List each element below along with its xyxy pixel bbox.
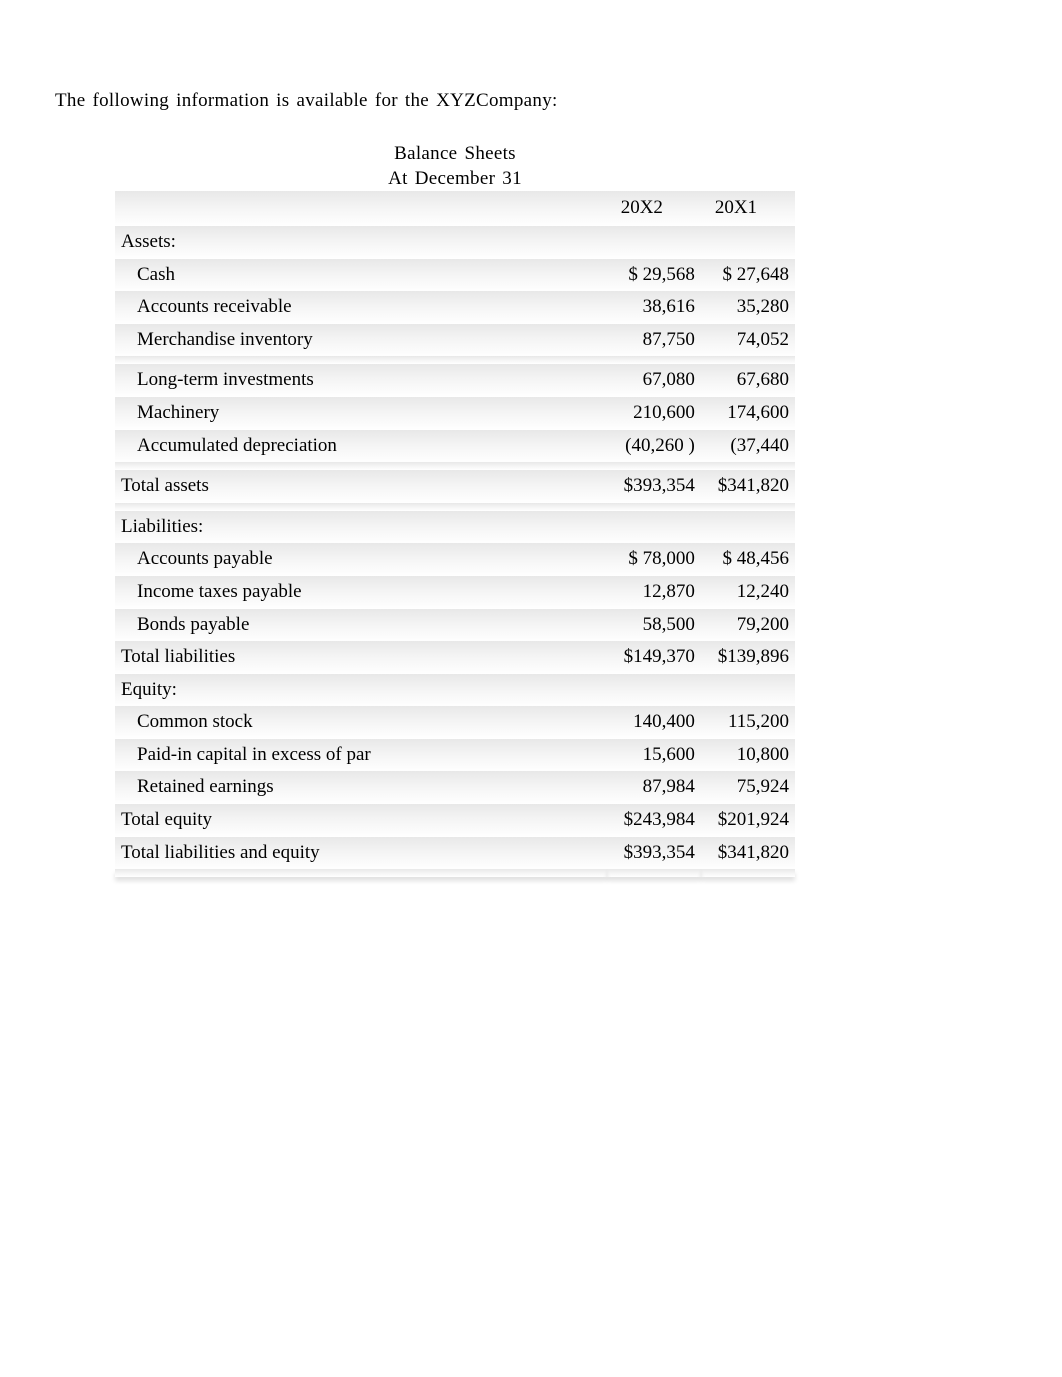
- row-value-1: 210,600: [607, 397, 701, 430]
- total-liabilities-row: Total liabilities $149,370 $139,896: [115, 641, 795, 674]
- total-equity-v2: $201,924: [701, 804, 795, 837]
- equity-section-row: Equity:: [115, 674, 795, 707]
- blank-cell: [607, 511, 701, 544]
- row-value-1: 67,080: [607, 364, 701, 397]
- row-label: Cash: [115, 259, 607, 292]
- table-row: Machinery 210,600 174,600: [115, 397, 795, 430]
- row-label: Bonds payable: [115, 609, 607, 642]
- spacer-row: [115, 462, 795, 470]
- balance-sheet-container: Balance Sheets At December 31 20X2 20X1 …: [115, 142, 795, 877]
- total-assets-row: Total assets $393,354 $341,820: [115, 470, 795, 503]
- row-label: Income taxes payable: [115, 576, 607, 609]
- table-row: Bonds payable 58,500 79,200: [115, 609, 795, 642]
- row-label: Long-term investments: [115, 364, 607, 397]
- table-row: Accounts receivable 38,616 35,280: [115, 291, 795, 324]
- row-value-1: 140,400: [607, 706, 701, 739]
- row-value-2: 174,600: [701, 397, 795, 430]
- row-label: Common stock: [115, 706, 607, 739]
- header-blank: [115, 191, 607, 226]
- grand-total-label: Total liabilities and equity: [115, 837, 607, 870]
- table-row: Retained earnings 87,984 75,924: [115, 771, 795, 804]
- row-label: Accounts payable: [115, 543, 607, 576]
- row-value-2: $ 27,648: [701, 259, 795, 292]
- row-label: Accumulated depreciation: [115, 430, 607, 463]
- row-value-2: 75,924: [701, 771, 795, 804]
- intro-text: The following information is available f…: [55, 90, 1007, 112]
- grand-total-row: Total liabilities and equity $393,354 $3…: [115, 837, 795, 870]
- table-row: Accumulated depreciation (40,260 ) (37,4…: [115, 430, 795, 463]
- table-row: Common stock 140,400 115,200: [115, 706, 795, 739]
- row-value-1: 12,870: [607, 576, 701, 609]
- row-value-1: 38,616: [607, 291, 701, 324]
- table-title-2: At December 31: [115, 167, 795, 192]
- assets-section-row: Assets:: [115, 226, 795, 259]
- row-value-1: $ 29,568: [607, 259, 701, 292]
- row-label: Machinery: [115, 397, 607, 430]
- spacer-row: [115, 356, 795, 364]
- liabilities-label: Liabilities:: [115, 511, 607, 544]
- row-value-2: (37,440: [701, 430, 795, 463]
- row-label: Retained earnings: [115, 771, 607, 804]
- grand-total-v1: $393,354: [607, 837, 701, 870]
- total-equity-label: Total equity: [115, 804, 607, 837]
- balance-sheet-table: 20X2 20X1 Assets: Cash $ 29,568 $ 27,648…: [115, 191, 795, 877]
- total-equity-v1: $243,984: [607, 804, 701, 837]
- row-value-2: 115,200: [701, 706, 795, 739]
- row-value-2: 67,680: [701, 364, 795, 397]
- row-value-1: 87,750: [607, 324, 701, 357]
- row-value-1: 58,500: [607, 609, 701, 642]
- row-value-2: 35,280: [701, 291, 795, 324]
- total-assets-label: Total assets: [115, 470, 607, 503]
- spacer-row: [115, 503, 795, 511]
- table-title-1: Balance Sheets: [115, 142, 795, 167]
- blank-cell: [607, 226, 701, 259]
- table-row: Cash $ 29,568 $ 27,648: [115, 259, 795, 292]
- header-col1: 20X2: [607, 191, 701, 226]
- blank-cell: [701, 511, 795, 544]
- blank-cell: [701, 674, 795, 707]
- row-label: Paid-in capital in excess of par: [115, 739, 607, 772]
- table-row: Merchandise inventory 87,750 74,052: [115, 324, 795, 357]
- row-value-1: 87,984: [607, 771, 701, 804]
- row-value-2: 10,800: [701, 739, 795, 772]
- assets-label: Assets:: [115, 226, 607, 259]
- total-equity-row: Total equity $243,984 $201,924: [115, 804, 795, 837]
- equity-label: Equity:: [115, 674, 607, 707]
- grand-total-v2: $341,820: [701, 837, 795, 870]
- liabilities-section-row: Liabilities:: [115, 511, 795, 544]
- spacer-row: [115, 869, 795, 877]
- row-label: Accounts receivable: [115, 291, 607, 324]
- total-liabilities-v1: $149,370: [607, 641, 701, 674]
- row-value-2: $ 48,456: [701, 543, 795, 576]
- table-row: Accounts payable $ 78,000 $ 48,456: [115, 543, 795, 576]
- row-value-1: 15,600: [607, 739, 701, 772]
- row-label: Merchandise inventory: [115, 324, 607, 357]
- blank-cell: [701, 226, 795, 259]
- row-value-2: 74,052: [701, 324, 795, 357]
- total-liabilities-label: Total liabilities: [115, 641, 607, 674]
- row-value-1: (40,260 ): [607, 430, 701, 463]
- total-assets-v2: $341,820: [701, 470, 795, 503]
- row-value-2: 79,200: [701, 609, 795, 642]
- row-value-1: $ 78,000: [607, 543, 701, 576]
- total-assets-v1: $393,354: [607, 470, 701, 503]
- table-row: Paid-in capital in excess of par 15,600 …: [115, 739, 795, 772]
- row-value-2: 12,240: [701, 576, 795, 609]
- blank-cell: [607, 674, 701, 707]
- header-row: 20X2 20X1: [115, 191, 795, 226]
- table-row: Long-term investments 67,080 67,680: [115, 364, 795, 397]
- table-row: Income taxes payable 12,870 12,240: [115, 576, 795, 609]
- header-col2: 20X1: [701, 191, 795, 226]
- total-liabilities-v2: $139,896: [701, 641, 795, 674]
